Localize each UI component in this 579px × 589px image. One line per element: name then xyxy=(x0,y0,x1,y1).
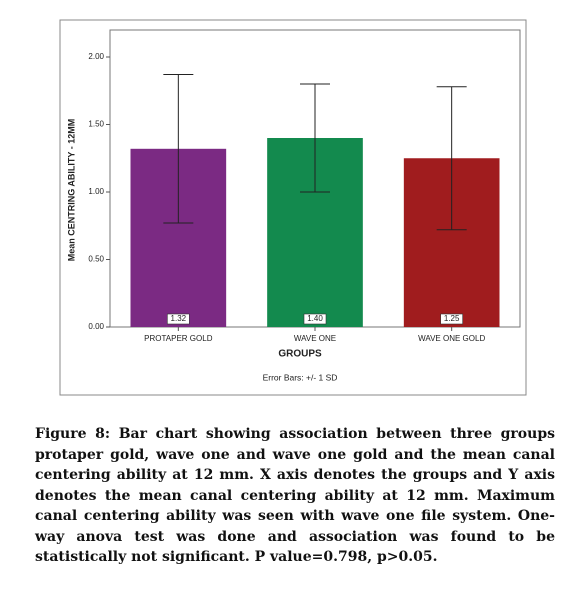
y-axis-title: Mean CENTRING ABILITY - 12MM xyxy=(66,119,76,262)
chart-frame xyxy=(59,19,527,396)
y-tick-label: 0.50 xyxy=(88,255,104,264)
x-axis-title: GROUPS xyxy=(278,349,322,360)
chart: GROUPS Mean CENTRING ABILITY - 12MM Erro… xyxy=(59,19,527,396)
y-tick-label: 1.50 xyxy=(88,120,104,129)
x-tick-label: WAVE ONE GOLD xyxy=(418,334,485,343)
y-tick-label: 0.00 xyxy=(88,322,104,331)
x-tick-label: WAVE ONE xyxy=(294,334,336,343)
note: Error Bars: +/- 1 SD xyxy=(263,372,338,382)
value-label: 1.40 xyxy=(307,314,323,323)
value-label: 1.25 xyxy=(444,314,460,323)
y-tick-label: 1.00 xyxy=(88,187,104,196)
x-tick-label: PROTAPER GOLD xyxy=(144,334,213,343)
value-label-box xyxy=(167,313,190,325)
value-label-box xyxy=(440,313,463,325)
value-label-box xyxy=(303,313,327,325)
y-tick-label: 2.00 xyxy=(88,52,104,61)
caption: Figure 8: Bar chart showing association … xyxy=(35,426,555,565)
value-label: 1.32 xyxy=(171,314,187,323)
